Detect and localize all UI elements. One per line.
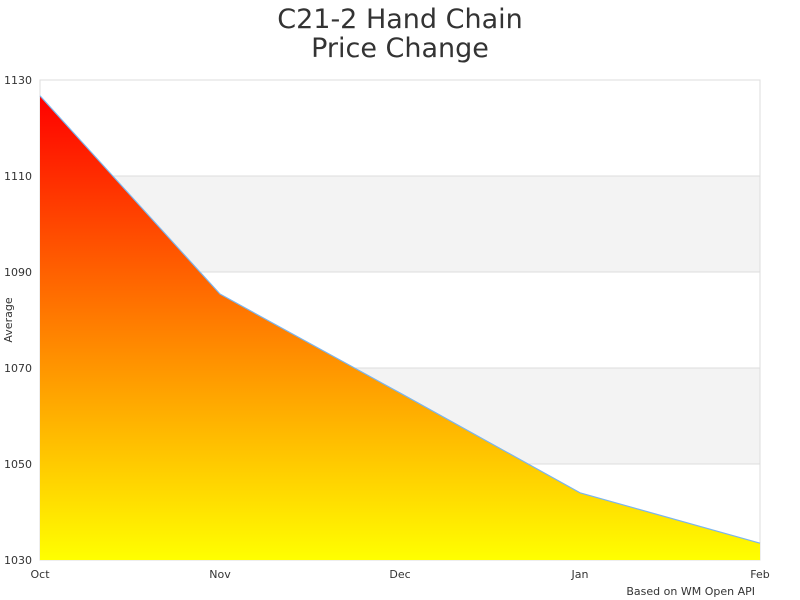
y-tick-label: 1130: [4, 74, 32, 87]
y-axis: 1030 1050 1070 1090 1110 1130: [4, 74, 32, 567]
y-tick-label: 1030: [4, 554, 32, 567]
chart-title-line1: C21-2 Hand Chain: [277, 4, 523, 35]
y-tick-label: 1110: [4, 170, 32, 183]
x-tick-label: Dec: [389, 568, 410, 581]
credit-text[interactable]: Based on WM Open API: [626, 585, 755, 598]
series-line: [39, 95, 761, 544]
x-tick-label: Nov: [209, 568, 231, 581]
x-tick-label: Oct: [30, 568, 50, 581]
x-axis: Oct Nov Dec Jan Feb: [30, 568, 769, 581]
y-tick-label: 1050: [4, 458, 32, 471]
x-tick-label: Feb: [750, 568, 769, 581]
area-fill: [40, 95, 760, 560]
x-tick-label: Jan: [571, 568, 589, 581]
y-axis-label: Average: [2, 297, 15, 342]
chart-title-line2: Price Change: [311, 33, 489, 64]
y-tick-label: 1070: [4, 362, 32, 375]
y-tick-label: 1090: [4, 266, 32, 279]
